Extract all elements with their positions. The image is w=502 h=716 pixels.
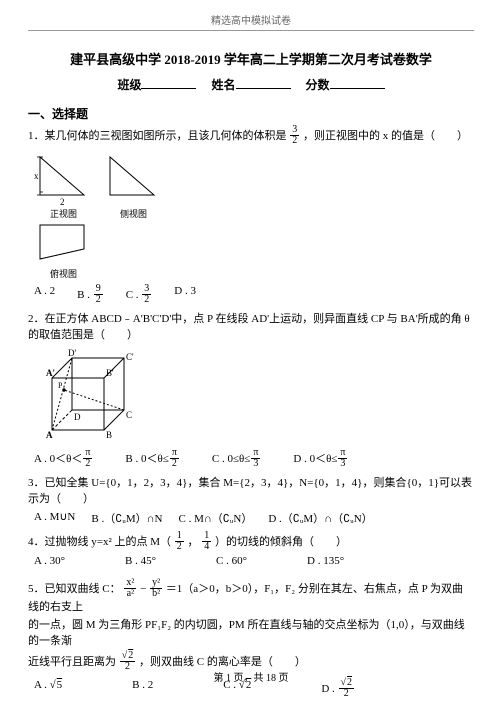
q1-opt-a: A . 2 [34,285,55,306]
form-line: 班级 姓名 分数 [28,76,474,93]
q4-text-b: ）的切线的倾斜角（ ） [215,536,347,548]
q5-f1: x²a² [124,578,136,599]
svg-text:俯视图: 俯视图 [50,268,77,279]
svg-text:x: x [34,171,39,181]
q4-frac1: 12 [175,531,184,552]
q1-opt-c: C . 32 [126,285,153,306]
page-footer: 第 1 页，共 18 页 [0,669,502,684]
svg-text:C: C [126,410,132,420]
q4-text-a: 4．过抛物线 y=x² 上的点 M（ [28,536,171,548]
q2-opt-d: D . 0＜θ≤π3 [293,449,348,470]
svg-text:A': A' [46,368,55,378]
q1-opt-b: B . 92 [77,285,104,306]
front-view: x 2 正视图 [34,157,84,219]
svg-text:2: 2 [60,197,65,207]
q3-options: A . M∪N B .（∁ᵤM）∩N C . M∩（∁ᵤN） D .（∁ᵤM）∩… [34,510,474,526]
q2-opt-a: A . 0＜θ＜π2 [34,449,93,470]
svg-text:侧视图: 侧视图 [120,208,147,219]
svg-text:B: B [106,430,112,440]
svg-text:D': D' [68,348,76,358]
q5-td: 近线平行且距离为 [28,656,116,668]
top-header: 精选高中模拟试卷 [28,12,474,27]
q1-text: 1．某几何体的三视图如图所示，且该几何体的体积是 32 ，则正视图中的 x 的值… [28,126,474,147]
q2-options: A . 0＜θ＜π2 B . 0＜θ≤π2 C . 0≤θ≤π3 D . 0＜θ… [34,449,474,470]
svg-text:A: A [46,430,53,440]
name-blank [236,77,291,89]
q2-opt-b: B . 0＜θ≤π2 [125,449,179,470]
side-view: 侧视图 [110,157,154,219]
q5-text2: 的一点，圆 M 为三角形 PF₁F₂ 的内切圆，PM 所在直线与轴的交点坐标为（… [28,618,474,650]
svg-text:P: P [58,381,63,390]
q4-options: A . 30° B . 45° C . 60° D . 135° [34,555,474,567]
score-blank [330,77,385,89]
q2-diagram: A' D' C' B' A D C B P [32,348,474,447]
q2-opt-c: C . 0≤θ≤π3 [212,449,262,470]
q4-opt-d: D . 135° [307,555,344,567]
q5-f2: y²b² [150,578,162,599]
q4-opt-c: C . 60° [216,555,247,567]
svg-text:B': B' [106,368,114,378]
score-label: 分数 [306,78,330,92]
q5-text: 5．已知双曲线 C： x²a² − y²b² ＝1（a＞0，b＞0），F₁，F₂… [28,579,474,616]
q1-frac: 32 [290,125,299,146]
q1-opt-d: D . 3 [174,285,196,306]
q4-opt-b: B . 45° [125,555,156,567]
q1-diagram: x 2 正视图 侧视图 俯视图 [32,151,474,283]
q1-text-b: ，则正视图中的 x 的值是（ ） [303,130,468,142]
svg-text:C': C' [126,352,134,362]
q2-text: 2．在正方体 ABCD﹣A'B'C'D'中，点 P 在线段 AD'上运动，则异面… [28,312,474,344]
q3-opt-b: B .（∁ᵤM）∩N [91,510,162,526]
q1-text-a: 1．某几何体的三视图如图所示，且该几何体的体积是 [28,130,287,142]
svg-text:D: D [74,412,81,422]
q4-text: 4．过抛物线 y=x² 上的点 M（ 12 ， 14 ）的切线的倾斜角（ ） [28,532,474,553]
class-label: 班级 [117,78,141,92]
name-label: 姓名 [211,78,235,92]
q5-te: ，则双曲线 C 的离心率是（ ） [139,656,306,668]
top-view: 俯视图 [40,225,84,279]
q3-opt-d: D .（∁ᵤM）∩（∁ᵤN） [268,510,372,526]
svg-text:正视图: 正视图 [50,208,77,219]
section-head: 一、选择题 [28,105,474,122]
q3-text: 3．已知全集 U={0，1，2，3，4}，集合 M={2，3，4}，N={0，1… [28,476,474,508]
q4-frac2: 14 [202,531,211,552]
q1-options: A . 2 B . 92 C . 32 D . 3 [34,285,474,306]
q4-opt-a: A . 30° [34,555,65,567]
page-title: 建平县高级中学 2018-2019 学年高二上学期第二次月考试卷数学 [28,49,474,68]
q5-ta: 5．已知双曲线 C： [28,583,121,595]
class-blank [141,77,196,89]
q3-opt-a: A . M∪N [34,510,75,526]
q3-opt-c: C . M∩（∁ᵤN） [178,510,252,526]
divider [28,30,474,31]
